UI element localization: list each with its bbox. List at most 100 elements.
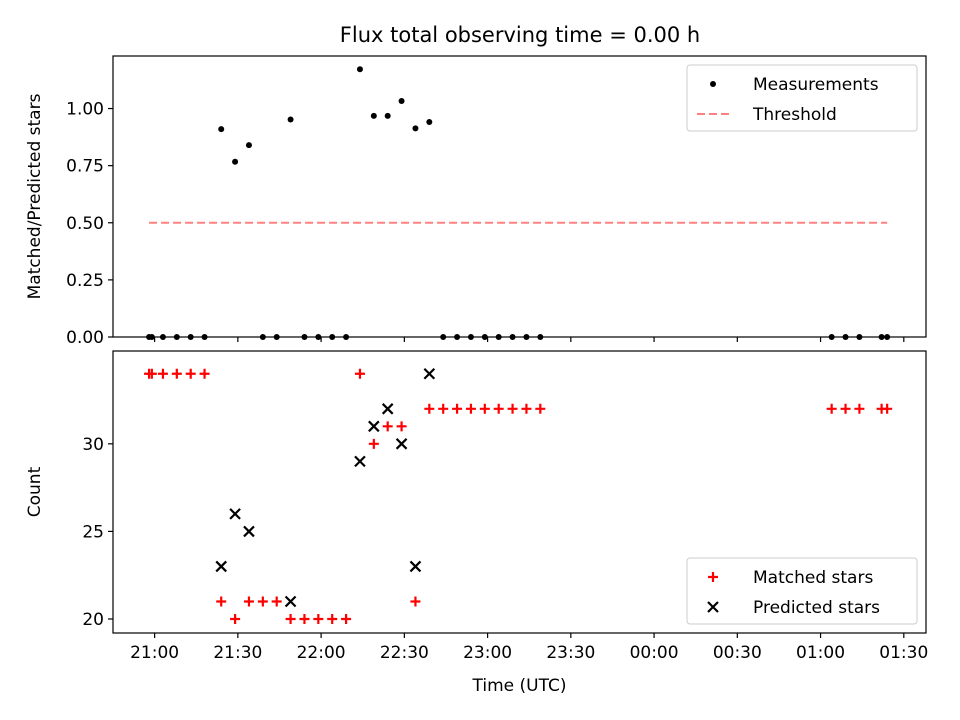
- y-tick-label: 0.00: [66, 328, 104, 348]
- matched-stars-point: [271, 596, 282, 607]
- predicted-stars-point: [423, 367, 436, 380]
- matched-stars-point: [185, 368, 196, 379]
- x-tick-label: 23:00: [463, 643, 512, 663]
- y-tick-label: 1.00: [66, 100, 104, 120]
- measurements-point: [370, 112, 377, 119]
- measurements-point: [329, 334, 336, 340]
- matched-stars-point: [535, 403, 546, 414]
- matched-stars-point: [230, 613, 241, 624]
- axes-frame: [112, 55, 927, 338]
- predicted-stars-point: [284, 595, 297, 608]
- measurements-point: [273, 334, 280, 340]
- measurements-point: [412, 125, 419, 132]
- measurements-point: [148, 334, 155, 340]
- x-tick-label: 22:30: [380, 643, 429, 663]
- predicted-stars-point: [381, 403, 394, 415]
- y-tick-label: 0.25: [66, 271, 104, 291]
- y-tick-label: 25: [82, 522, 104, 542]
- matched-stars-point: [424, 403, 435, 414]
- measurements-point: [509, 334, 516, 340]
- matched-stars-point: [243, 596, 254, 607]
- measurements-point: [343, 334, 350, 340]
- matched-stars-point: [157, 368, 168, 379]
- matched-stars-point: [479, 403, 490, 414]
- matched-stars-point: [410, 596, 421, 607]
- x-tick-label: 21:30: [213, 643, 262, 663]
- measurements-point: [842, 334, 849, 340]
- measurements-point: [440, 334, 447, 340]
- figure-title: Flux total observing time = 0.00 h: [340, 23, 700, 47]
- measurements-point: [201, 334, 208, 340]
- matched-stars-point: [396, 421, 407, 432]
- matched-stars-point: [199, 368, 210, 379]
- matched-stars-point: [216, 596, 227, 607]
- y-tick-label: 0.75: [66, 157, 104, 177]
- measurements-point: [232, 158, 239, 165]
- predicted-stars-point: [368, 420, 380, 433]
- y-tick-label: 0.50: [66, 214, 104, 234]
- axes-frame: [112, 350, 927, 634]
- measurements-point: [218, 126, 225, 133]
- predicted-stars-point: [409, 560, 422, 573]
- measurements-point: [159, 334, 166, 340]
- matched-stars-point: [368, 438, 379, 449]
- matched-stars-point: [382, 421, 393, 432]
- x-tick-label: 23:30: [546, 643, 595, 663]
- measurements-point: [426, 119, 433, 126]
- measurements-point: [398, 98, 405, 105]
- x-tick-label: 22:00: [297, 643, 346, 663]
- x-tick-label: 00:30: [713, 643, 762, 663]
- measurements-point: [454, 334, 461, 340]
- legend-label: Matched stars: [753, 568, 873, 588]
- matched-stars-point: [146, 368, 157, 379]
- measurements-point: [523, 334, 530, 340]
- matched-stars-point: [521, 403, 532, 414]
- legend-label: Measurements: [753, 75, 879, 95]
- y-tick-label: 30: [82, 435, 104, 455]
- measurements-point: [467, 334, 474, 340]
- matched-stars-point: [354, 368, 365, 379]
- measurements-point: [173, 334, 180, 340]
- x-axis-label: Time (UTC): [472, 676, 567, 696]
- matched-stars-point: [171, 368, 182, 379]
- legend-label: Predicted stars: [753, 598, 880, 618]
- x-tick-label: 01:00: [796, 643, 845, 663]
- measurements-point: [495, 334, 502, 340]
- matched-stars-point: [882, 403, 893, 414]
- legend-swatch: [707, 601, 719, 613]
- matched-stars-point: [452, 403, 463, 414]
- measurements-point: [301, 334, 308, 340]
- legend-box: [686, 64, 918, 132]
- measurements-point: [878, 334, 885, 340]
- matched-stars-point: [299, 613, 310, 624]
- measurements-point: [828, 334, 835, 340]
- measurements-point: [856, 334, 863, 340]
- matched-stars-point: [327, 613, 338, 624]
- x-tick-label: 01:30: [879, 643, 928, 663]
- matched-stars-point: [438, 403, 449, 414]
- x-tick-label: 00:00: [630, 643, 679, 663]
- matched-stars-point: [341, 613, 352, 624]
- matched-stars-point: [285, 613, 296, 624]
- count-panel: 20 25 30 21:00 21:30 22:00 22:30 23:00 23:30 00:0…: [25, 350, 928, 696]
- matched-stars-point: [507, 403, 518, 414]
- matched-stars-point: [257, 596, 268, 607]
- ratio-panel: 0.00 0.25 0.50 0.75 1.00 Matched/Predicted st…: [25, 55, 927, 348]
- measurements-point: [537, 334, 544, 340]
- matched-stars-point: [465, 403, 476, 414]
- predicted-stars-point: [243, 525, 255, 538]
- y-tick-label: 20: [82, 610, 104, 630]
- predicted-stars-point: [229, 508, 241, 520]
- y-axis-label: Count: [25, 466, 45, 517]
- legend-swatch: [708, 572, 718, 582]
- matched-stars-point: [826, 403, 837, 414]
- measurements-point: [356, 66, 363, 73]
- matched-stars-point: [313, 613, 324, 624]
- measurements-point: [187, 334, 194, 340]
- measurements-point: [287, 116, 294, 123]
- measurements-point: [315, 334, 322, 340]
- measurements-point: [481, 334, 488, 340]
- y-axis-label: Matched/Predicted stars: [25, 93, 45, 299]
- predicted-stars-point: [354, 455, 366, 468]
